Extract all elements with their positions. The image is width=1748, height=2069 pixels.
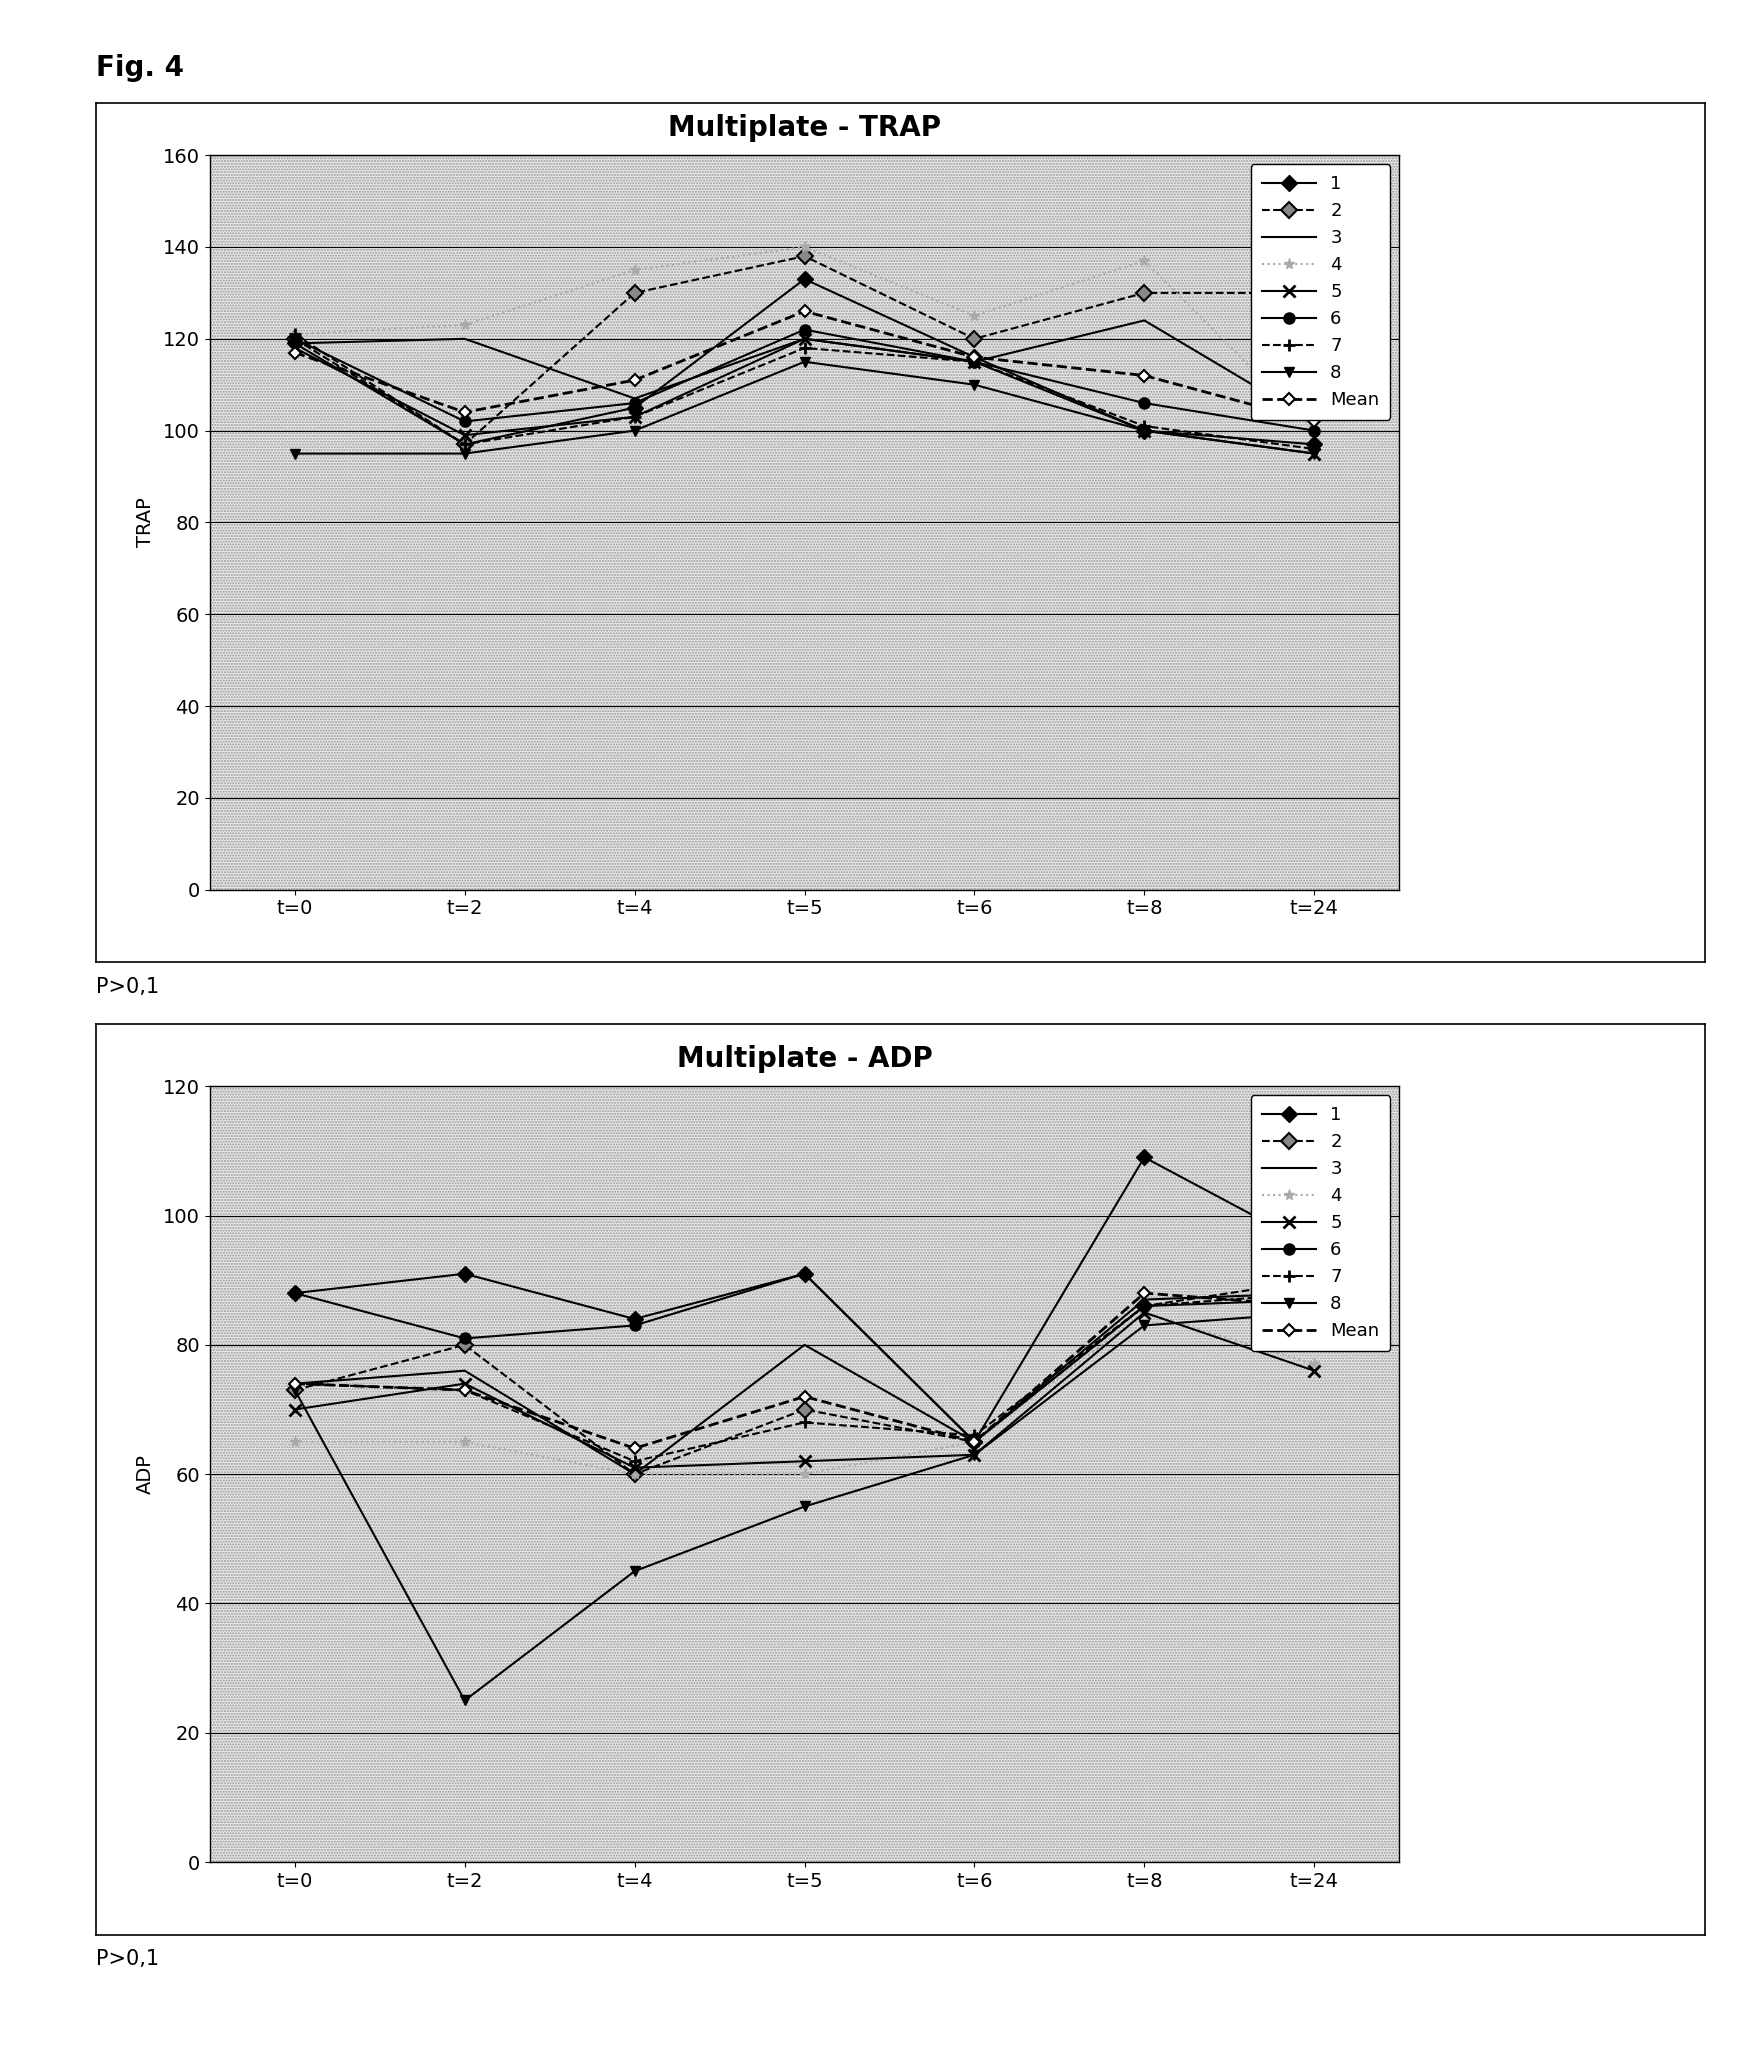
Y-axis label: ADP: ADP [136,1455,156,1494]
Text: Fig. 4: Fig. 4 [96,54,184,83]
Title: Multiplate - ADP: Multiplate - ADP [676,1045,932,1074]
Title: Multiplate - TRAP: Multiplate - TRAP [668,114,940,143]
Text: P>0,1: P>0,1 [96,977,159,997]
Legend: 1, 2, 3, 4, 5, 6, 7, 8, Mean: 1, 2, 3, 4, 5, 6, 7, 8, Mean [1250,163,1390,420]
Legend: 1, 2, 3, 4, 5, 6, 7, 8, Mean: 1, 2, 3, 4, 5, 6, 7, 8, Mean [1250,1095,1390,1351]
Text: P>0,1: P>0,1 [96,1949,159,1970]
Y-axis label: TRAP: TRAP [136,497,156,548]
